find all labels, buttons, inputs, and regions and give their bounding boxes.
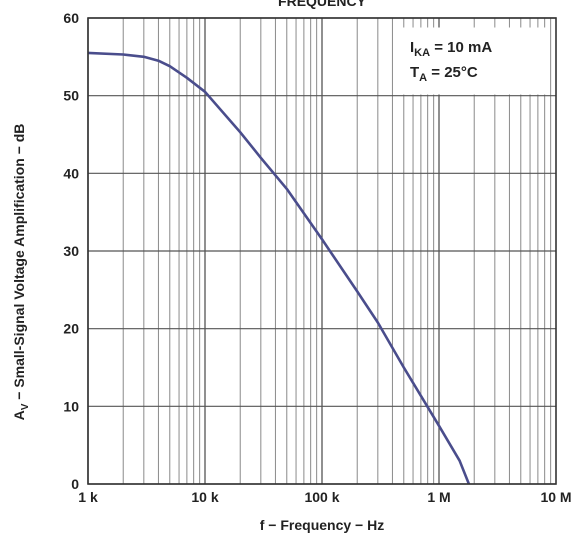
series-line bbox=[87, 51, 471, 485]
annotation-rest: = 10 mA bbox=[430, 39, 492, 56]
x-axis-title: f − Frequency − Hz bbox=[260, 517, 384, 533]
y-axis-title-rest: − Small-Signal Voltage Amplification − d… bbox=[11, 124, 27, 404]
y-axis-title-main: A bbox=[11, 410, 27, 420]
y-tick-label: 50 bbox=[63, 88, 79, 104]
x-tick-label: 10 k bbox=[191, 489, 218, 505]
annotation-text: TA = 25°C bbox=[410, 64, 478, 84]
y-axis-title: AV − Small-Signal Voltage Amplification … bbox=[11, 124, 31, 421]
annotation-text: IKA = 10 mA bbox=[410, 39, 492, 59]
y-tick-label: 20 bbox=[63, 321, 79, 337]
y-tick-label: 40 bbox=[63, 165, 79, 181]
y-tick-label: 10 bbox=[63, 398, 79, 414]
y-tick-label: 0 bbox=[71, 476, 79, 492]
annotation-sub: A bbox=[419, 72, 427, 84]
y-tick-label: 60 bbox=[63, 10, 79, 26]
annotation-main: I bbox=[410, 39, 414, 56]
x-tick-label: 1 M bbox=[427, 489, 450, 505]
plot-area bbox=[87, 51, 471, 485]
annotation-sub: KA bbox=[414, 47, 430, 59]
grid bbox=[87, 17, 556, 485]
y-tick-label: 30 bbox=[63, 243, 79, 259]
plot-frame bbox=[87, 17, 557, 485]
x-tick-label: 10 M bbox=[540, 489, 571, 505]
annotation-main: T bbox=[410, 64, 419, 81]
x-tick-label: 1 k bbox=[78, 489, 98, 505]
y-axis-title-sub: V bbox=[20, 403, 31, 410]
plot-border bbox=[87, 17, 557, 485]
annotation-rest: = 25°C bbox=[427, 64, 478, 81]
chart-title: FREQUENCY bbox=[278, 0, 367, 9]
annotation-background bbox=[397, 27, 549, 95]
x-tick-label: 100 k bbox=[304, 489, 339, 505]
annotation-box: IKA = 10 mA TA = 25°C bbox=[397, 27, 549, 95]
tick-labels: 1 k 10 k 100 k 1 M 10 M 0 10 20 30 40 50 60 bbox=[63, 10, 571, 505]
